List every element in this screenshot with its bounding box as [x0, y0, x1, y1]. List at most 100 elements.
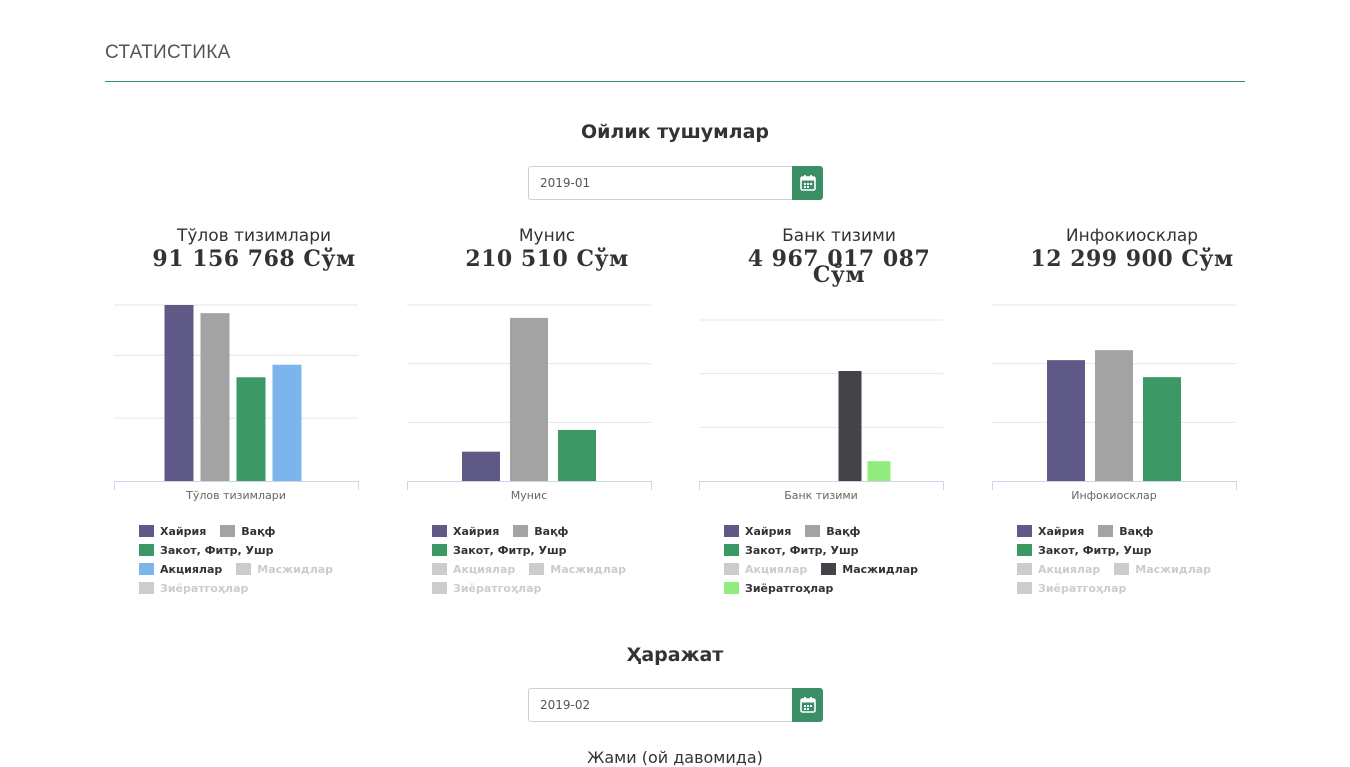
legend-label: Масжидлар [1135, 562, 1212, 576]
legend-swatch [432, 544, 447, 556]
bar-хайрия[interactable] [462, 451, 500, 481]
legend-item[interactable]: Зиёратгоҳлар [432, 581, 541, 595]
x-axis-label: Тўлов тизимлари [185, 489, 286, 502]
expense-calendar-button[interactable] [792, 688, 823, 722]
legend-item[interactable]: Акциялар [724, 562, 807, 576]
legend-label: Хайрия [745, 524, 792, 538]
legend-item[interactable]: Зиёратгоҳлар [1017, 581, 1126, 595]
legend-item[interactable]: Закот, Фитр, Ушр [1017, 543, 1152, 557]
bar-chart: Тўлов тизимлари [114, 304, 359, 502]
legend-item[interactable]: Хайрия [432, 524, 499, 538]
legend-swatch [432, 563, 447, 575]
income-month-input[interactable] [528, 166, 792, 200]
legend-item[interactable]: Зиёратгоҳлар [139, 581, 248, 595]
x-axis-label: Банк тизими [784, 489, 858, 502]
legend-label: Вақф [1119, 524, 1154, 538]
chart-panel-payment-systems: Тўлов тизимлари 91 156 768 Сўм Тўлов тиз… [104, 222, 404, 602]
bar-chart: Банк тизими [699, 319, 944, 502]
expense-heading: Ҳаражат [626, 644, 724, 666]
bar-закот-фитр-ушр[interactable] [558, 429, 596, 481]
chart-panel-bank-system: Банк тизими 4 967 017 087 Сўм Банк тизим… [689, 222, 989, 602]
legend-item[interactable]: Акциялар [1017, 562, 1100, 576]
legend-swatch [821, 563, 837, 575]
bar-chart: Инфокиосклар [992, 304, 1237, 502]
legend-row: Хайрия Вақф [432, 524, 682, 543]
bar-зиёратгоҳлар[interactable] [867, 461, 891, 481]
chart-panel-munis: Мунис 210 510 Сўм Мунис Хайрия Вақф Закот,… [397, 222, 697, 602]
legend-row: Зиёратгоҳлар [139, 581, 389, 600]
legend-swatch [1017, 582, 1032, 594]
chart-panel-infokiosks: Инфокиосклар 12 299 900 Сўм Инфокиосклар… [982, 222, 1282, 602]
legend-item[interactable]: Закот, Фитр, Ушр [432, 543, 567, 557]
bar-масжидлар[interactable] [838, 370, 862, 481]
bar-закот-фитр-ушр[interactable] [1143, 377, 1181, 481]
bar-закот-фитр-ушр[interactable] [236, 377, 266, 481]
legend-row: Акциялар Масжидлар [1017, 562, 1267, 581]
legend-row: Закот, Фитр, Ушр [139, 543, 389, 562]
income-date-picker [528, 166, 823, 200]
legend-label: Вақф [241, 524, 276, 538]
bar-chart: Мунис [407, 304, 652, 502]
legend-row: Зиёратгоҳлар [432, 581, 682, 600]
chart-title: Инфокиосклар [1065, 226, 1199, 246]
chart-amount: 91 156 768 Сўм [152, 246, 356, 272]
legend-row: Акциялар Масжидлар [139, 562, 389, 581]
legend-swatch [1017, 544, 1032, 556]
legend-item[interactable]: Закот, Фитр, Ушр [724, 543, 859, 557]
chart-legend: Хайрия Вақф Закот, Фитр, Ушр Акциялар Масжид… [1017, 524, 1267, 600]
chart-amount: 12 299 900 Сўм [1030, 246, 1234, 272]
legend-row: Хайрия Вақф [1017, 524, 1267, 543]
legend-item[interactable]: Хайрия [724, 524, 791, 538]
legend-item[interactable]: Зиёратгоҳлар [724, 581, 833, 595]
legend-item[interactable]: Масжидлар [236, 562, 333, 576]
bar-акциялар[interactable] [272, 364, 302, 481]
legend-swatch [1017, 563, 1032, 575]
legend-swatch [220, 525, 236, 537]
legend-item[interactable]: Акциялар [432, 562, 515, 576]
legend-item[interactable]: Акциялар [139, 562, 222, 576]
chart-title: Банк тизими [782, 226, 896, 246]
legend-swatch [432, 582, 447, 594]
page-title: СТАТИСТИКА [105, 42, 231, 63]
legend-item[interactable]: Вақф [1098, 524, 1153, 538]
legend-label: Зиёратгоҳлар [453, 581, 542, 595]
bar-вақф[interactable] [1095, 350, 1133, 481]
bar-вақф[interactable] [200, 313, 230, 481]
legend-item[interactable]: Масжидлар [1114, 562, 1211, 576]
legend-label: Масжидлар [257, 562, 334, 576]
legend-label: Вақф [534, 524, 569, 538]
legend-row: Зиёратгоҳлар [1017, 581, 1267, 600]
legend-item[interactable]: Вақф [805, 524, 860, 538]
x-axis-label: Инфокиосклар [1071, 489, 1157, 502]
legend-item[interactable]: Вақф [513, 524, 568, 538]
legend-item[interactable]: Масжидлар [529, 562, 626, 576]
legend-item[interactable]: Вақф [220, 524, 275, 538]
income-calendar-button[interactable] [792, 166, 823, 200]
x-axis-label: Мунис [511, 489, 547, 502]
legend-item[interactable]: Хайрия [139, 524, 206, 538]
expense-total-label: Жами (ой давомида) [587, 748, 763, 767]
legend-label: Хайрия [453, 524, 500, 538]
legend-item[interactable]: Масжидлар [821, 562, 918, 576]
legend-item[interactable]: Хайрия [1017, 524, 1084, 538]
legend-label: Зиёратгоҳлар [1038, 581, 1127, 595]
chart-legend: Хайрия Вақф Закот, Фитр, Ушр Акциялар Масжид… [432, 524, 682, 600]
bar-хайрия[interactable] [1047, 360, 1085, 481]
chart-amount: 210 510 Сўм [465, 246, 629, 272]
legend-label: Акциялар [160, 562, 223, 576]
legend-label: Зиёратгоҳлар [160, 581, 249, 595]
legend-row: Закот, Фитр, Ушр [432, 543, 682, 562]
expense-month-input[interactable] [528, 688, 792, 722]
legend-label: Зиёратгоҳлар [745, 581, 834, 595]
legend-swatch [724, 563, 739, 575]
bar-вақф[interactable] [510, 317, 548, 481]
chart-title: Тўлов тизимлари [176, 226, 332, 246]
legend-swatch [724, 544, 739, 556]
legend-swatch [724, 582, 739, 594]
legend-item[interactable]: Закот, Фитр, Ушр [139, 543, 274, 557]
legend-row: Закот, Фитр, Ушр [1017, 543, 1267, 562]
bar-хайрия[interactable] [164, 305, 194, 481]
legend-swatch [1098, 525, 1114, 537]
legend-row: Зиёратгоҳлар [724, 581, 974, 600]
legend-label: Закот, Фитр, Ушр [1038, 543, 1152, 557]
